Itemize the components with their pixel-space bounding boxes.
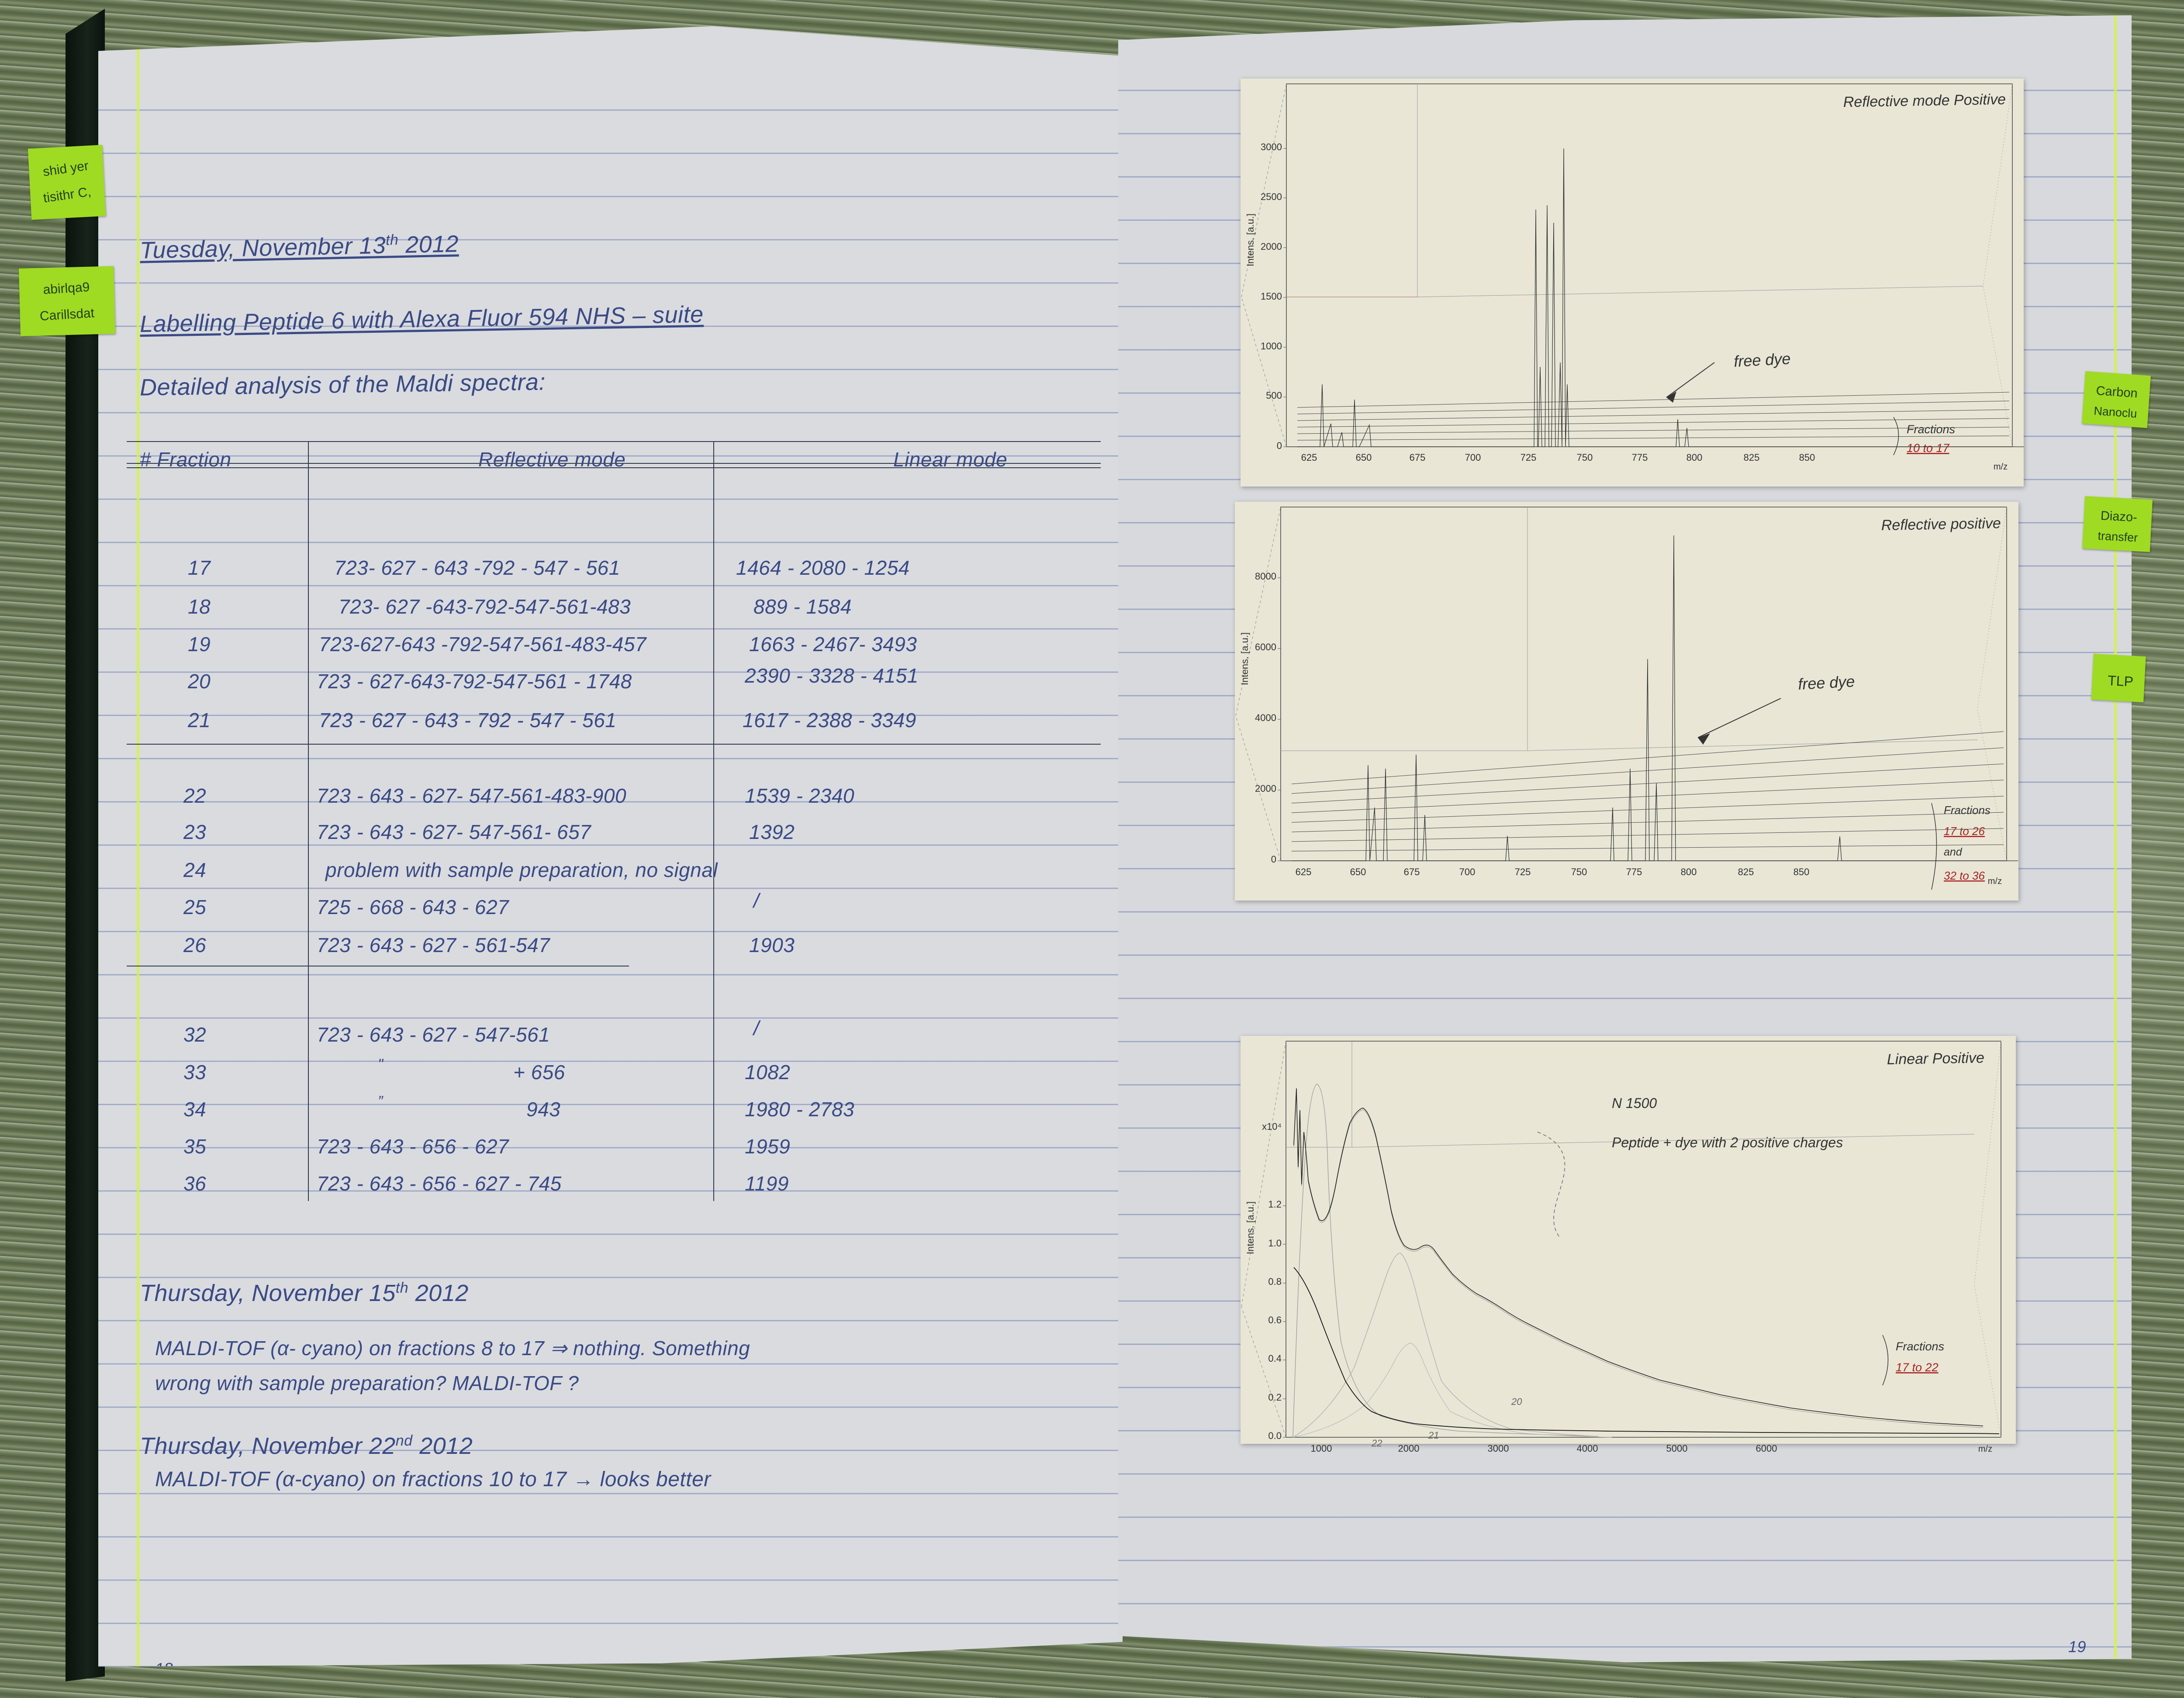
svg-text:500: 500 — [1266, 390, 1282, 401]
svg-text:650: 650 — [1356, 452, 1372, 463]
svg-text:1.2: 1.2 — [1268, 1199, 1282, 1210]
svg-text:0.2: 0.2 — [1268, 1392, 1282, 1403]
svg-text:TLP: TLP — [2107, 673, 2133, 690]
svg-text:Nanoclu: Nanoclu — [2094, 404, 2138, 421]
svg-text:0.6: 0.6 — [1268, 1315, 1282, 1325]
svg-text:10 to 17: 10 to 17 — [1907, 442, 1950, 455]
svg-text:4000: 4000 — [1255, 712, 1276, 723]
svg-text:800: 800 — [1686, 452, 1703, 463]
svg-text:Fractions: Fractions — [1944, 804, 1990, 817]
svg-text:800: 800 — [1681, 866, 1697, 877]
svg-text:2000: 2000 — [1255, 783, 1276, 794]
svg-text:850: 850 — [1799, 452, 1815, 463]
svg-text:Intens. [a.u.]: Intens. [a.u.] — [1239, 632, 1250, 685]
svg-text:17 to 22: 17 to 22 — [1896, 1361, 1939, 1374]
svg-text:transfer: transfer — [2098, 529, 2138, 545]
svg-text:32 to 36: 32 to 36 — [1944, 869, 1985, 882]
svg-text:5000: 5000 — [1666, 1443, 1688, 1454]
svg-text:tisithr C,: tisithr C, — [42, 185, 92, 206]
svg-text:775: 775 — [1632, 452, 1648, 463]
svg-text:1500: 1500 — [1261, 291, 1282, 302]
svg-text:6000: 6000 — [1255, 642, 1276, 652]
svg-text:700: 700 — [1459, 866, 1476, 877]
svg-text:Intens. [a.u.]: Intens. [a.u.] — [1245, 1201, 1256, 1254]
svg-text:Fractions: Fractions — [1907, 423, 1955, 436]
svg-text:1.0: 1.0 — [1268, 1238, 1282, 1249]
svg-text:625: 625 — [1301, 452, 1317, 463]
svg-text:22: 22 — [1371, 1438, 1382, 1449]
svg-text:shid yer: shid yer — [42, 159, 90, 179]
svg-text:m/z: m/z — [1994, 462, 2008, 472]
svg-text:650: 650 — [1350, 866, 1366, 877]
svg-text:17 to 26: 17 to 26 — [1944, 825, 1985, 838]
svg-text:850: 850 — [1794, 866, 1810, 877]
svg-text:0: 0 — [1271, 854, 1276, 865]
svg-text:abirlqa9: abirlqa9 — [43, 280, 90, 297]
svg-text:20: 20 — [1511, 1396, 1522, 1407]
svg-text:x10⁴: x10⁴ — [1262, 1121, 1282, 1132]
svg-text:6000: 6000 — [1756, 1443, 1777, 1454]
svg-text:Peptide + dye with 2 positive: Peptide + dye with 2 positive charges — [1612, 1135, 1843, 1150]
svg-text:625: 625 — [1296, 866, 1312, 877]
svg-text:2000: 2000 — [1261, 241, 1282, 252]
svg-text:750: 750 — [1571, 866, 1587, 877]
svg-text:Carbon: Carbon — [2096, 384, 2138, 401]
svg-text:2000: 2000 — [1398, 1443, 1420, 1454]
svg-text:725: 725 — [1515, 866, 1531, 877]
svg-text:and: and — [1944, 846, 1963, 858]
svg-text:725: 725 — [1521, 452, 1537, 463]
svg-text:775: 775 — [1626, 866, 1642, 877]
svg-text:m/z: m/z — [1988, 877, 2002, 886]
svg-text:825: 825 — [1738, 866, 1754, 877]
svg-text:700: 700 — [1465, 452, 1481, 463]
svg-text:Reflective positive: Reflective positive — [1881, 515, 2001, 534]
svg-text:4000: 4000 — [1577, 1443, 1598, 1454]
svg-text:21: 21 — [1428, 1430, 1439, 1441]
svg-text:Linear Positive: Linear Positive — [1887, 1049, 1984, 1068]
svg-text:free dye: free dye — [1733, 349, 1791, 370]
svg-text:3000: 3000 — [1261, 142, 1282, 152]
svg-text:750: 750 — [1577, 452, 1593, 463]
svg-text:0.0: 0.0 — [1268, 1430, 1282, 1441]
svg-text:3000: 3000 — [1488, 1443, 1509, 1454]
svg-text:2500: 2500 — [1261, 191, 1282, 202]
svg-text:Carillsdat: Carillsdat — [39, 306, 95, 324]
svg-text:1000: 1000 — [1311, 1443, 1332, 1454]
svg-text:825: 825 — [1744, 452, 1760, 463]
svg-text:free dye: free dye — [1797, 672, 1855, 693]
svg-text:0.8: 0.8 — [1268, 1276, 1282, 1287]
svg-text:0.4: 0.4 — [1268, 1353, 1282, 1364]
svg-text:m/z: m/z — [1978, 1444, 1992, 1454]
svg-text:675: 675 — [1410, 452, 1426, 463]
svg-text:Fractions: Fractions — [1896, 1340, 1944, 1353]
svg-text:0: 0 — [1277, 440, 1282, 451]
svg-text:Diazo-: Diazo- — [2100, 509, 2137, 525]
svg-text:N 1500: N 1500 — [1612, 1095, 1657, 1111]
svg-text:8000: 8000 — [1255, 571, 1276, 582]
svg-text:Reflective mode Positive: Reflective mode Positive — [1843, 91, 2006, 110]
svg-text:Intens. [a.u.]: Intens. [a.u.] — [1245, 214, 1256, 266]
svg-text:675: 675 — [1404, 866, 1420, 877]
svg-text:1000: 1000 — [1261, 341, 1282, 352]
